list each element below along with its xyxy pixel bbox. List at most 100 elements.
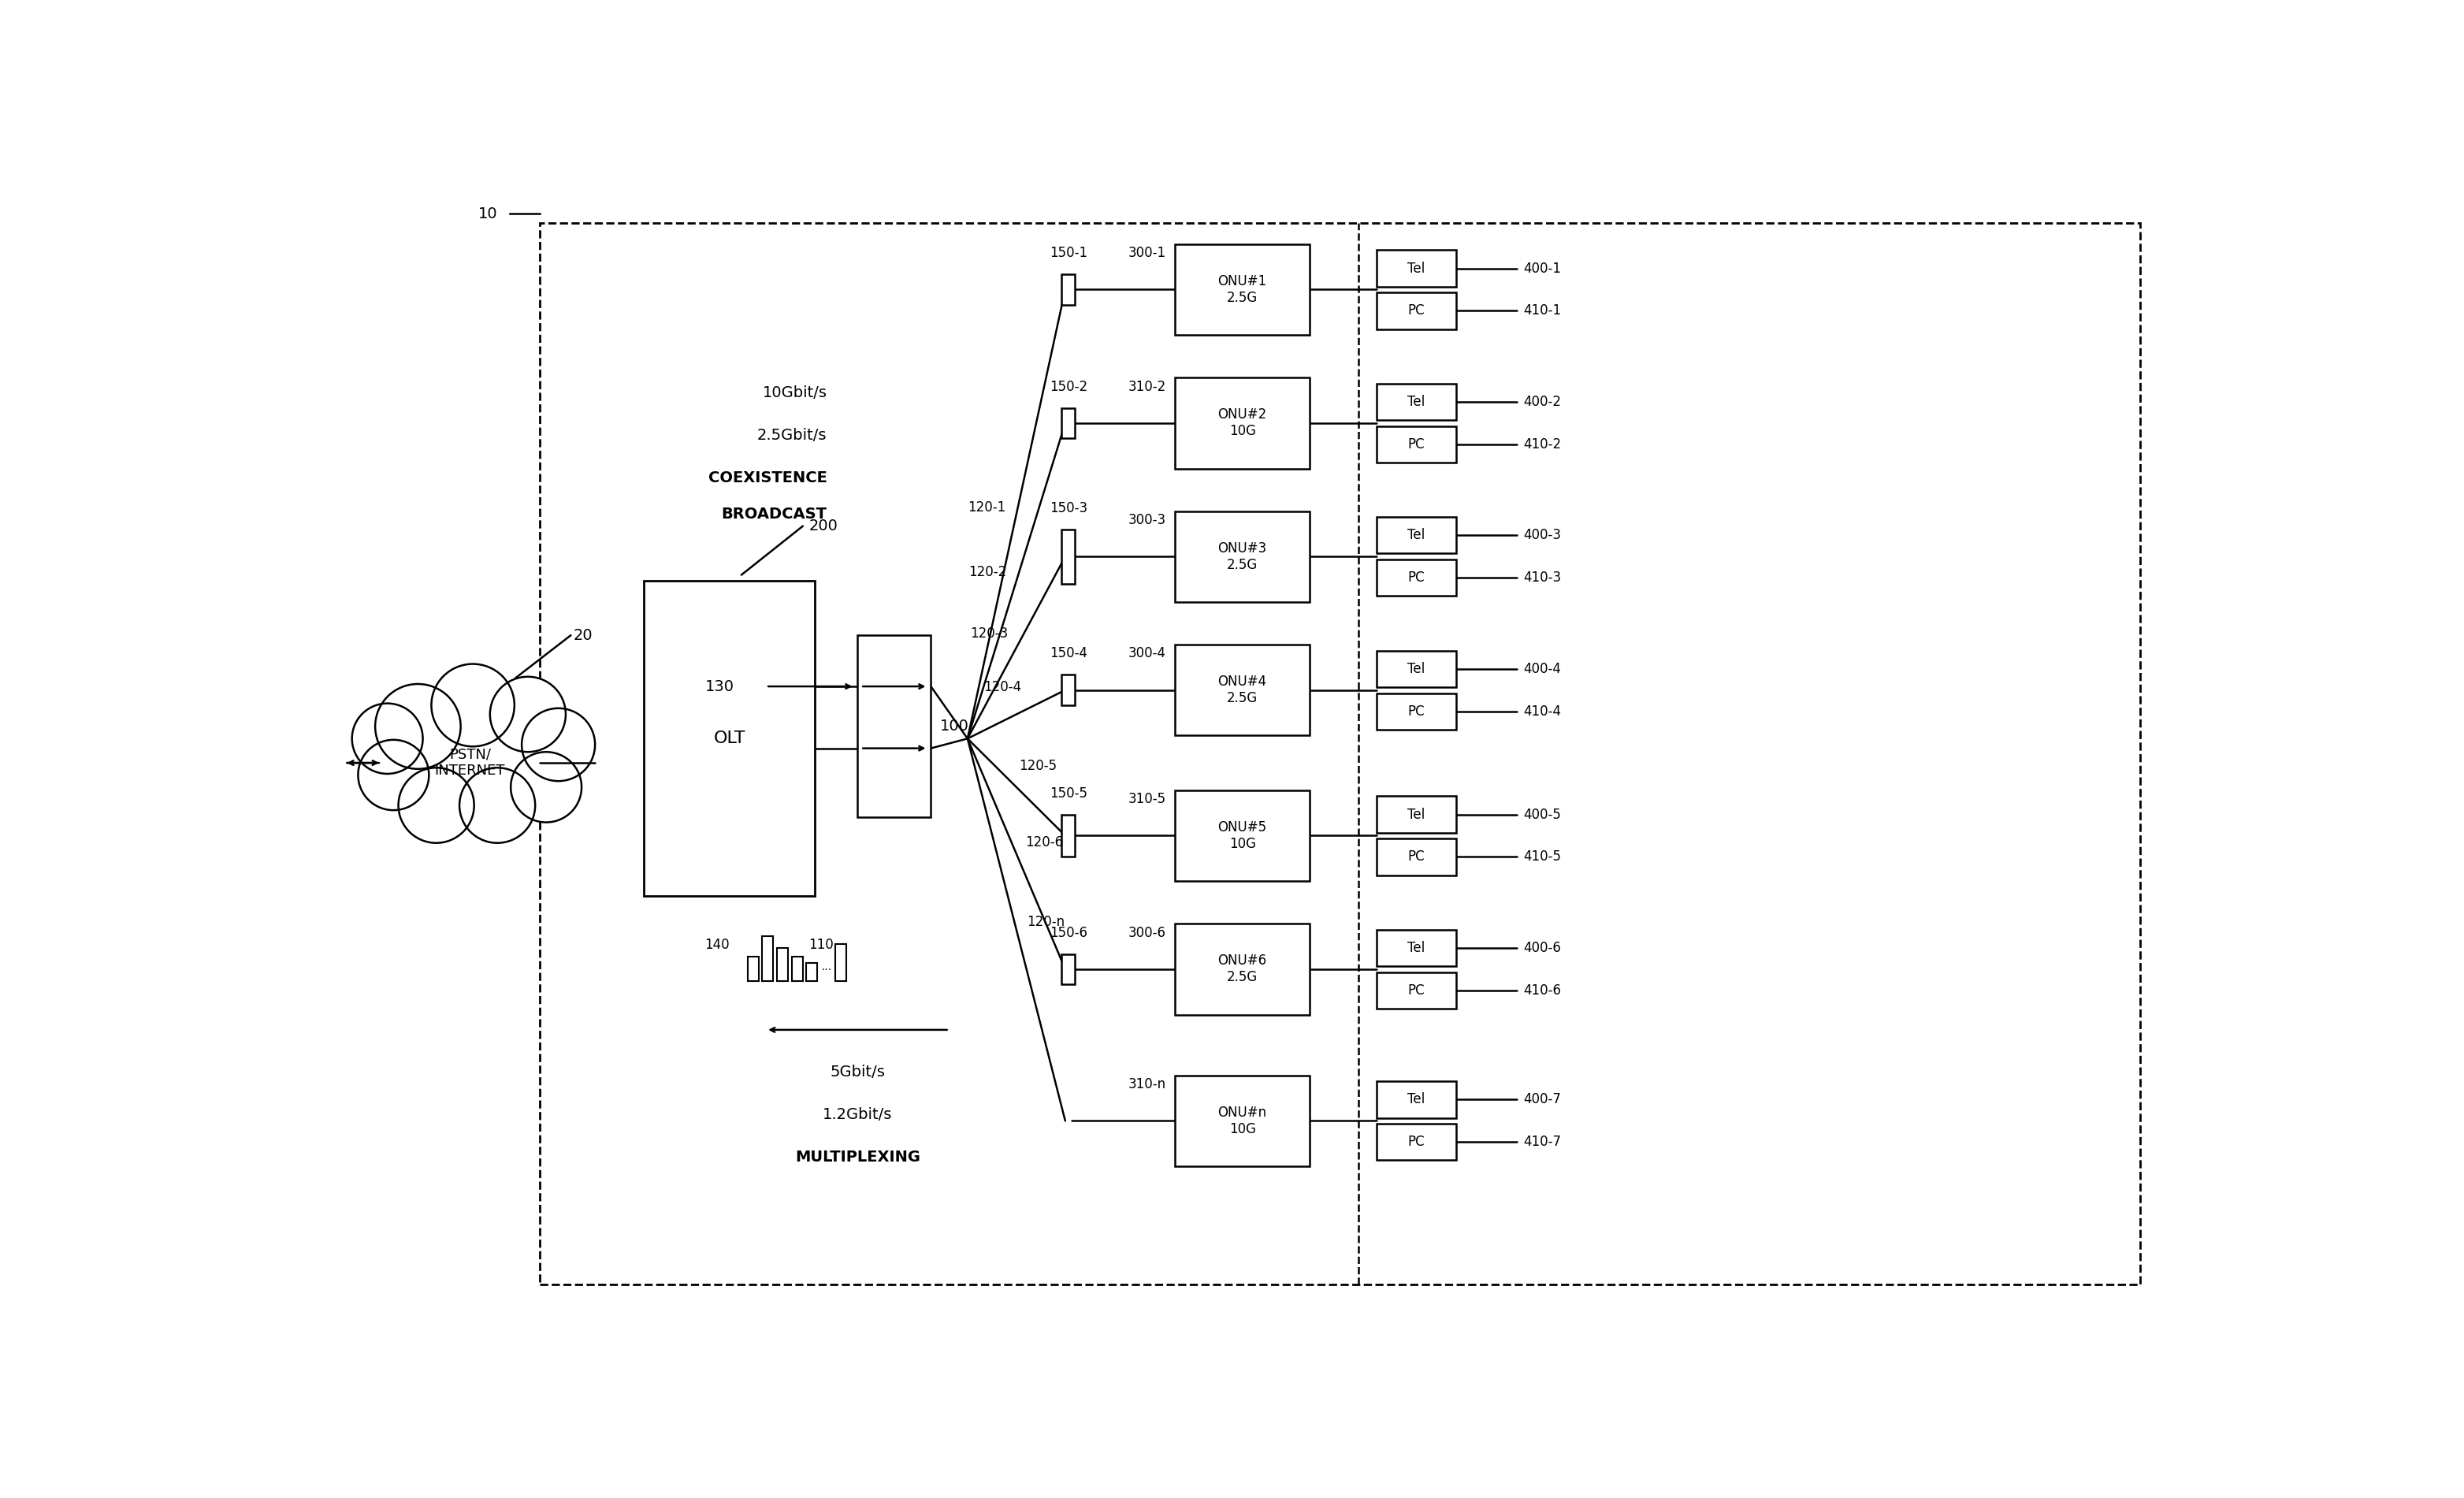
- Bar: [791, 957, 803, 981]
- Circle shape: [411, 703, 535, 824]
- Bar: [1377, 517, 1456, 554]
- Text: 410-3: 410-3: [1523, 571, 1562, 584]
- Bar: [1377, 250, 1456, 286]
- Text: 150-6: 150-6: [1050, 926, 1087, 939]
- Text: COEXISTENCE: COEXISTENCE: [707, 470, 828, 485]
- Bar: [643, 581, 816, 896]
- Text: ONU#5
10G: ONU#5 10G: [1217, 821, 1266, 851]
- Text: 110: 110: [808, 938, 833, 953]
- Bar: [540, 223, 2141, 1285]
- Text: BROADCAST: BROADCAST: [722, 506, 828, 521]
- Text: PC: PC: [1407, 437, 1424, 451]
- Bar: [1175, 789, 1308, 881]
- Text: 10Gbit/s: 10Gbit/s: [761, 385, 828, 400]
- Bar: [1377, 972, 1456, 1008]
- Text: 400-4: 400-4: [1523, 662, 1562, 676]
- Bar: [1175, 244, 1308, 336]
- Bar: [1377, 797, 1456, 833]
- Text: 400-1: 400-1: [1523, 261, 1562, 276]
- Text: 410-4: 410-4: [1523, 704, 1562, 719]
- Text: 410-5: 410-5: [1523, 849, 1562, 864]
- Text: PSTN/
INTERNET: PSTN/ INTERNET: [434, 748, 505, 777]
- Text: ONU#6
2.5G: ONU#6 2.5G: [1217, 954, 1266, 984]
- Text: 140: 140: [705, 938, 729, 953]
- Bar: [1175, 1076, 1308, 1167]
- Text: 120-4: 120-4: [983, 680, 1023, 694]
- Text: 5Gbit/s: 5Gbit/s: [830, 1065, 885, 1080]
- Bar: [1062, 954, 1074, 984]
- Text: 400-6: 400-6: [1523, 941, 1562, 956]
- Text: 150-2: 150-2: [1050, 379, 1087, 394]
- Bar: [1175, 511, 1308, 602]
- Bar: [1377, 694, 1456, 730]
- Text: MULTIPLEXING: MULTIPLEXING: [796, 1150, 919, 1165]
- Text: Tel: Tel: [1407, 1092, 1424, 1107]
- Text: 410-2: 410-2: [1523, 437, 1562, 451]
- Bar: [1062, 407, 1074, 439]
- Bar: [857, 635, 931, 818]
- Text: ONU#4
2.5G: ONU#4 2.5G: [1217, 674, 1266, 706]
- Text: PC: PC: [1407, 704, 1424, 719]
- Circle shape: [522, 709, 594, 780]
- Text: 310-5: 310-5: [1129, 792, 1165, 806]
- Circle shape: [431, 664, 515, 746]
- Text: Tel: Tel: [1407, 807, 1424, 821]
- Text: 400-7: 400-7: [1523, 1092, 1562, 1107]
- Bar: [1062, 676, 1074, 706]
- Text: PC: PC: [1407, 1135, 1424, 1149]
- Text: 300-4: 300-4: [1129, 647, 1165, 661]
- Text: 120-1: 120-1: [968, 500, 1005, 515]
- Text: 150-1: 150-1: [1050, 246, 1087, 261]
- Circle shape: [399, 767, 473, 843]
- Text: OLT: OLT: [715, 731, 744, 746]
- Text: 300-6: 300-6: [1129, 926, 1165, 939]
- Text: 400-5: 400-5: [1523, 807, 1562, 821]
- Text: PC: PC: [1407, 571, 1424, 584]
- Text: Tel: Tel: [1407, 941, 1424, 956]
- Text: 130: 130: [705, 679, 734, 694]
- Text: 310-2: 310-2: [1129, 379, 1165, 394]
- Text: 150-4: 150-4: [1050, 647, 1087, 661]
- Text: 1.2Gbit/s: 1.2Gbit/s: [823, 1107, 892, 1122]
- Text: 2.5Gbit/s: 2.5Gbit/s: [756, 428, 828, 443]
- Text: ONU#3
2.5G: ONU#3 2.5G: [1217, 541, 1266, 572]
- Bar: [1377, 839, 1456, 875]
- Text: Tel: Tel: [1407, 662, 1424, 676]
- Text: 410-1: 410-1: [1523, 304, 1562, 318]
- Text: 310-n: 310-n: [1129, 1077, 1165, 1092]
- Bar: [1377, 560, 1456, 596]
- Text: ONU#n
10G: ONU#n 10G: [1217, 1106, 1266, 1135]
- Bar: [1062, 529, 1074, 584]
- Text: 400-2: 400-2: [1523, 395, 1562, 409]
- Bar: [1377, 650, 1456, 688]
- Text: 300-3: 300-3: [1129, 512, 1165, 527]
- Text: Tel: Tel: [1407, 261, 1424, 276]
- Text: ...: ...: [821, 962, 833, 972]
- Bar: [835, 944, 848, 981]
- Text: ONU#2
10G: ONU#2 10G: [1217, 407, 1266, 439]
- Bar: [1175, 377, 1308, 469]
- Bar: [747, 957, 759, 981]
- Bar: [1377, 292, 1456, 330]
- Bar: [1175, 924, 1308, 1014]
- Text: PC: PC: [1407, 983, 1424, 998]
- Bar: [1377, 1124, 1456, 1161]
- Circle shape: [490, 677, 567, 752]
- Text: 100: 100: [941, 719, 968, 734]
- Text: 150-3: 150-3: [1050, 500, 1087, 515]
- Circle shape: [510, 752, 582, 822]
- Text: 410-7: 410-7: [1523, 1135, 1562, 1149]
- Bar: [1377, 383, 1456, 419]
- Bar: [1377, 930, 1456, 966]
- Bar: [1175, 644, 1308, 736]
- Bar: [1377, 1082, 1456, 1118]
- Bar: [1377, 425, 1456, 463]
- Bar: [1062, 274, 1074, 304]
- Text: PC: PC: [1407, 304, 1424, 318]
- Text: 300-1: 300-1: [1129, 246, 1165, 261]
- Circle shape: [375, 685, 461, 768]
- Text: 10: 10: [478, 207, 498, 222]
- Text: PC: PC: [1407, 849, 1424, 864]
- Text: ONU#1
2.5G: ONU#1 2.5G: [1217, 274, 1266, 306]
- Bar: [1062, 815, 1074, 857]
